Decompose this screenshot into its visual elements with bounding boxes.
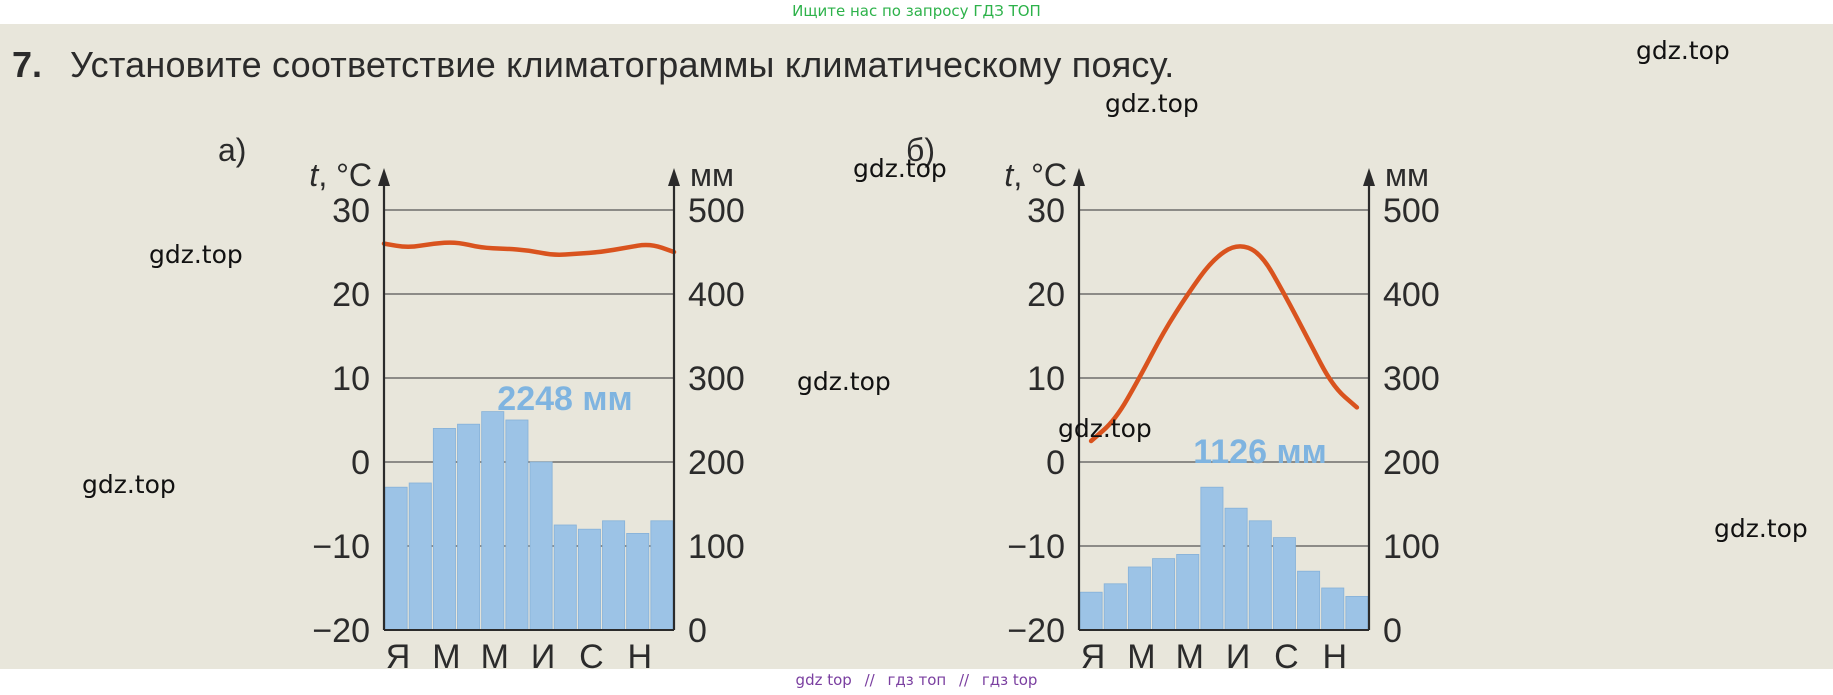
y-tick-precipitation: 300 xyxy=(1383,360,1440,398)
bottom-banner: gdz top // гдз топ // гдз top xyxy=(0,669,1833,695)
x-tick-month: Н xyxy=(627,638,652,669)
y-tick-precipitation: 100 xyxy=(688,528,745,566)
watermark: gdz.top xyxy=(797,367,891,396)
precipitation-bar xyxy=(626,532,650,631)
precipitation-bar xyxy=(408,482,432,631)
x-tick-month: М xyxy=(481,638,509,669)
axis-label-temperature: t, °C xyxy=(1004,157,1067,193)
y-tick-precipitation: 400 xyxy=(1383,276,1440,314)
y-tick-temperature: −20 xyxy=(312,612,370,650)
bottom-link[interactable]: гдз top xyxy=(981,671,1038,689)
y-tick-temperature: 0 xyxy=(1046,444,1065,482)
y-tick-precipitation: 0 xyxy=(1383,612,1402,650)
y-tick-precipitation: 500 xyxy=(1383,192,1440,230)
x-tick-month: С xyxy=(1274,638,1299,669)
y-tick-temperature: 20 xyxy=(332,276,370,314)
precipitation-bar xyxy=(1103,583,1127,631)
x-tick-month: Н xyxy=(1322,638,1347,669)
x-tick-month: М xyxy=(432,638,460,669)
bottom-link[interactable]: gdz top xyxy=(795,671,852,689)
temperature-line xyxy=(381,240,677,257)
y-tick-temperature: −10 xyxy=(312,528,370,566)
precipitation-bar xyxy=(1272,537,1296,631)
y-tick-precipitation: 500 xyxy=(688,192,745,230)
x-tick-month: М xyxy=(1127,638,1155,669)
task-number: 7. xyxy=(12,44,43,85)
precipitation-total: 2248 мм xyxy=(497,380,632,418)
y-tick-temperature: −20 xyxy=(1007,612,1065,650)
watermark: gdz.top xyxy=(149,240,243,269)
separator: // xyxy=(864,671,875,689)
precipitation-bar xyxy=(432,427,456,631)
precipitation-bar xyxy=(1248,520,1272,631)
precipitation-bar xyxy=(577,528,601,631)
precipitation-bar xyxy=(1200,486,1224,631)
y-tick-temperature: 10 xyxy=(332,360,370,398)
axis-label-temperature: t, °C xyxy=(309,157,372,193)
precipitation-bar xyxy=(384,486,408,631)
watermark: gdz.top xyxy=(853,154,947,183)
axis-label-precipitation: мм xyxy=(1385,157,1429,193)
watermark: gdz.top xyxy=(1714,514,1808,543)
axis-label-precipitation: мм xyxy=(690,157,734,193)
separator: // xyxy=(958,671,970,689)
chart-a-label: а) xyxy=(218,132,247,168)
precipitation-bar xyxy=(1127,566,1151,631)
y-tick-precipitation: 200 xyxy=(688,444,745,482)
x-tick-month: Я xyxy=(386,638,411,669)
watermark: gdz.top xyxy=(1105,89,1199,118)
precipitation-bar xyxy=(1297,570,1321,631)
y-tick-precipitation: 200 xyxy=(1383,444,1440,482)
watermark: gdz.top xyxy=(82,470,176,499)
precipitation-bar xyxy=(1176,553,1200,631)
precipitation-bar xyxy=(1321,587,1345,631)
x-tick-month: М xyxy=(1176,638,1204,669)
y-tick-temperature: 30 xyxy=(332,192,370,230)
precipitation-bar xyxy=(457,423,481,631)
x-tick-month: И xyxy=(531,638,555,669)
y-tick-precipitation: 0 xyxy=(688,612,707,650)
arrow-up-icon xyxy=(1073,168,1085,186)
arrow-up-icon xyxy=(668,168,680,186)
bottom-link[interactable]: гдз топ xyxy=(887,671,947,689)
arrow-up-icon xyxy=(378,168,390,186)
watermark: gdz.top xyxy=(1636,36,1730,65)
precipitation-bar xyxy=(602,520,626,631)
x-tick-month: С xyxy=(579,638,604,669)
precipitation-bar xyxy=(529,461,553,631)
task-text: Установите соответствие климатограммы кл… xyxy=(70,44,1175,85)
precipitation-bar xyxy=(650,520,674,631)
x-tick-month: И xyxy=(1226,638,1250,669)
y-tick-precipitation: 100 xyxy=(1383,528,1440,566)
y-tick-precipitation: 300 xyxy=(688,360,745,398)
precipitation-bar xyxy=(1152,558,1176,631)
arrow-up-icon xyxy=(1363,168,1375,186)
precipitation-bar xyxy=(505,419,529,631)
precipitation-bar xyxy=(1224,507,1248,631)
precipitation-bar xyxy=(1345,595,1369,631)
y-tick-temperature: 10 xyxy=(1027,360,1065,398)
y-tick-temperature: −10 xyxy=(1007,528,1065,566)
y-tick-precipitation: 400 xyxy=(688,276,745,314)
chart-b-label: б) xyxy=(906,132,935,168)
precipitation-bar xyxy=(1079,591,1103,631)
watermark: gdz.top xyxy=(1058,414,1152,443)
textbook-page: 7. Установите соответствие климатограммы… xyxy=(0,24,1833,669)
temperature-line xyxy=(1088,244,1360,444)
precipitation-total: 1126 мм xyxy=(1193,433,1327,471)
y-tick-temperature: 0 xyxy=(351,444,370,482)
top-banner[interactable]: Ищите нас по запросу ГДЗ ТОП xyxy=(792,2,1041,20)
y-tick-temperature: 30 xyxy=(1027,192,1065,230)
precipitation-bar xyxy=(553,524,577,631)
y-tick-temperature: 20 xyxy=(1027,276,1065,314)
x-tick-month: Я xyxy=(1081,638,1106,669)
precipitation-bar xyxy=(481,411,505,631)
